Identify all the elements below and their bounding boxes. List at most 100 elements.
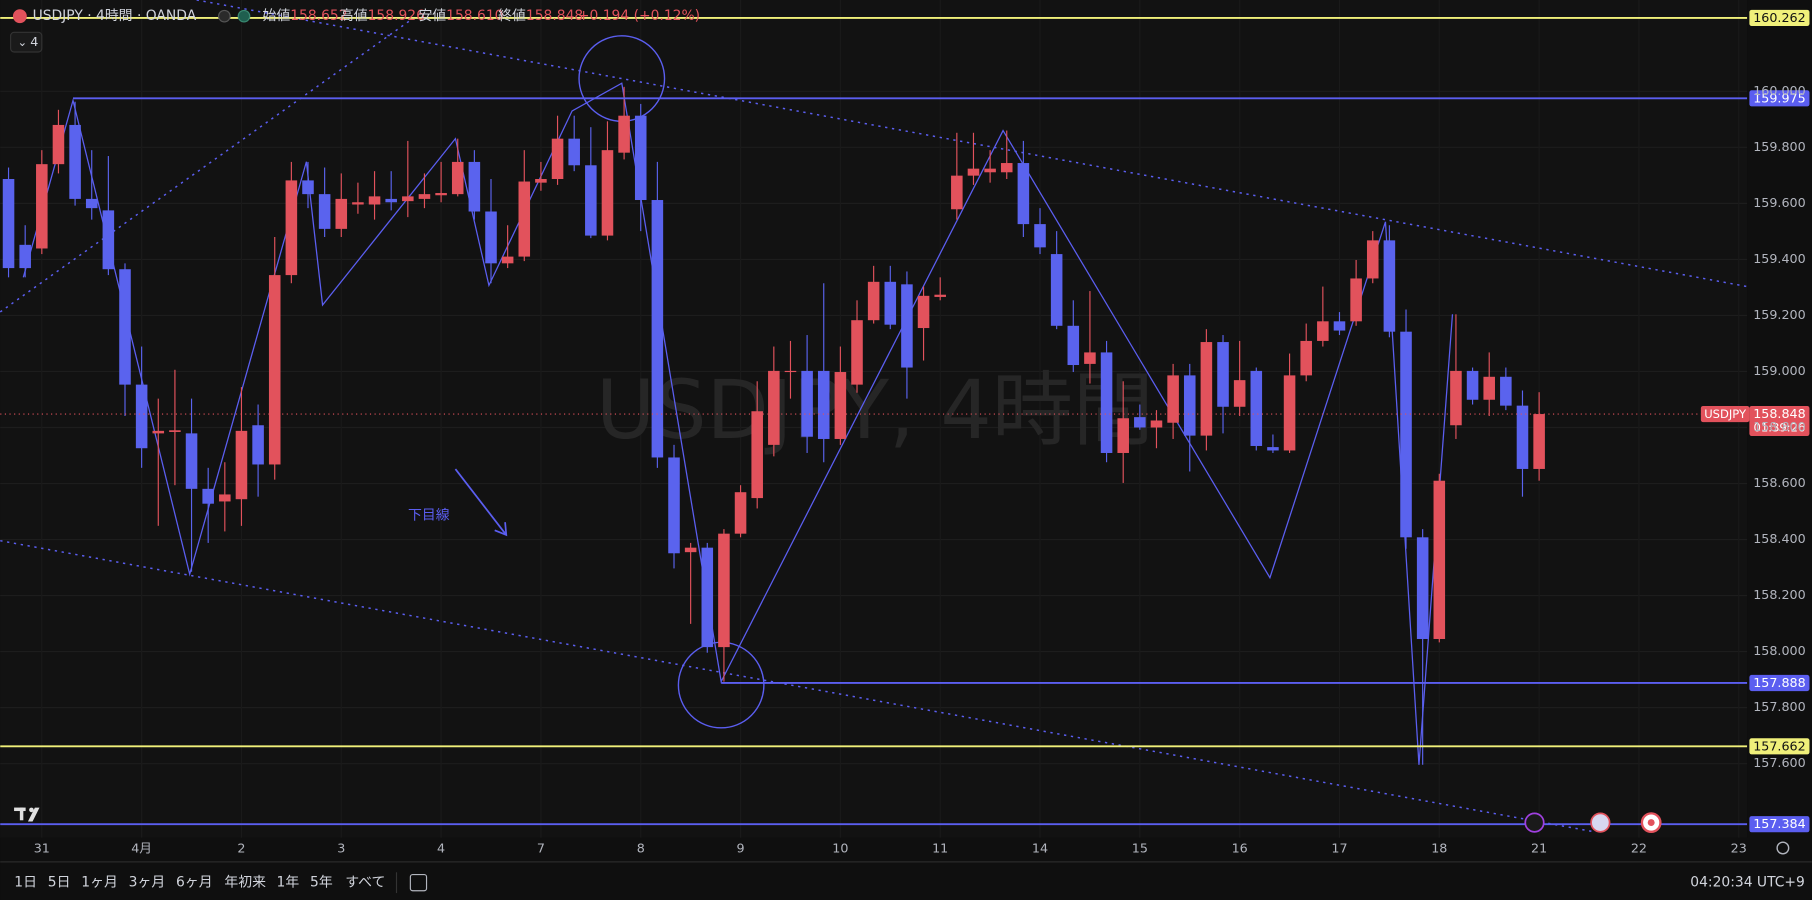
candle-body xyxy=(219,494,231,502)
candle-body xyxy=(435,193,447,196)
range-button[interactable]: 3ヶ月 xyxy=(129,875,166,891)
candle-body xyxy=(634,115,647,201)
symbol-tag-label: USDJPY xyxy=(1704,407,1747,421)
candle-body xyxy=(102,210,115,270)
range-button[interactable]: 1年 xyxy=(277,875,300,891)
candle-body xyxy=(1317,321,1329,341)
candle-body xyxy=(1084,352,1096,364)
settings-button[interactable] xyxy=(1776,841,1790,855)
indicator-toggle[interactable] xyxy=(10,31,43,53)
x-tick-label: 31 xyxy=(34,841,50,856)
symbol[interactable]: USDJPY · 4時間 · OANDA xyxy=(33,8,197,24)
candle-body xyxy=(85,198,98,209)
event-marker[interactable] xyxy=(1590,812,1611,833)
candle-body xyxy=(884,281,897,325)
candle-body xyxy=(468,161,481,212)
candle-body xyxy=(152,430,165,434)
y-tick-label: 159.400 xyxy=(1753,251,1805,266)
range-button[interactable]: すべて xyxy=(345,875,385,891)
level-tag xyxy=(1749,738,1810,755)
candle-body xyxy=(501,256,514,264)
countdown: 01:39:26 xyxy=(1753,420,1805,434)
field-value: 158.848 xyxy=(526,8,583,24)
range-button[interactable]: 1ヶ月 xyxy=(81,875,118,891)
candle-body xyxy=(169,430,181,432)
candle-body xyxy=(1366,240,1379,279)
candle-body xyxy=(1000,163,1013,173)
x-tick-label: 16 xyxy=(1232,841,1248,856)
levels: 160.262 159.975 157.888 157.662 157.384 USDJP… xyxy=(0,9,1810,833)
candle-body xyxy=(551,138,564,180)
logo-part xyxy=(27,807,40,822)
event-marker[interactable] xyxy=(1524,812,1545,833)
field-value: 158.926 xyxy=(368,8,425,24)
y-tick-label: 159.000 xyxy=(1753,363,1805,378)
candle-body xyxy=(1100,352,1113,453)
date-range-button[interactable] xyxy=(409,874,428,892)
candle-body xyxy=(1383,240,1396,332)
candle-body xyxy=(1333,321,1346,331)
x-tick-label: 4 xyxy=(437,841,445,856)
candle-body xyxy=(651,200,664,458)
range-button[interactable]: 1日 xyxy=(14,875,37,891)
candle-body xyxy=(1117,418,1129,453)
x-tick-label: 8 xyxy=(637,841,645,856)
candle-body xyxy=(984,168,996,173)
level-tag xyxy=(1749,9,1810,27)
candle-body xyxy=(585,165,597,236)
event-markers[interactable] xyxy=(1524,812,1662,833)
change: +0.194 (+0.12%) xyxy=(578,8,700,24)
candle-body xyxy=(1050,254,1063,326)
y-tick-label: 158.800 xyxy=(1753,419,1805,434)
candle-body xyxy=(701,547,714,648)
candle-body xyxy=(119,269,131,385)
candle-body xyxy=(1466,370,1479,400)
chevron: ⌄ xyxy=(18,35,28,49)
y-tick-label: 159.800 xyxy=(1753,139,1805,154)
range-button[interactable]: 6ヶ月 xyxy=(176,875,213,891)
level-tag xyxy=(1749,90,1810,107)
candle-body xyxy=(1217,342,1229,407)
toolbar: 1日 5日 1ヶ月 3ヶ月 6ヶ月 年初来 1年 5年 すべて xyxy=(14,875,385,891)
indicator-count[interactable]: 4 xyxy=(30,34,38,49)
trendline xyxy=(0,15,417,313)
range-button[interactable]: 年初来 xyxy=(224,875,266,891)
candle-body xyxy=(1034,224,1046,248)
range-button[interactable]: 5日 xyxy=(48,875,71,891)
candle-body xyxy=(568,138,580,166)
x-tick-label: 11 xyxy=(932,841,948,856)
level-label: 157.384 xyxy=(1753,816,1805,831)
candle-body xyxy=(36,164,48,249)
symbol-icon xyxy=(12,9,27,24)
candles xyxy=(2,86,1545,765)
candle-body xyxy=(135,384,148,449)
candle-body xyxy=(1400,331,1412,538)
candle-body xyxy=(485,211,497,264)
field-label: 安値 xyxy=(418,8,446,24)
candle-body xyxy=(1200,342,1213,436)
candle-body xyxy=(668,457,680,554)
x-tick-label: 17 xyxy=(1331,841,1347,856)
candle-body xyxy=(1183,375,1196,436)
last-price-tag xyxy=(1749,405,1810,436)
axes: 157.600 157.800 158.000 158.200 158.400 158.6… xyxy=(34,83,1806,856)
candle-body xyxy=(784,370,797,373)
x-tick-label: 3 xyxy=(337,841,345,856)
logo xyxy=(14,807,40,822)
logo-part xyxy=(19,807,24,821)
candle-body xyxy=(418,194,431,199)
y-tick-label: 157.600 xyxy=(1753,755,1805,770)
y-tick-label: 158.600 xyxy=(1753,475,1805,490)
candle-body xyxy=(734,492,747,534)
range-button[interactable]: 5年 xyxy=(310,875,333,891)
candle-body xyxy=(1167,375,1179,423)
candle-body xyxy=(52,124,65,165)
candle-body xyxy=(934,294,946,297)
arrow xyxy=(454,468,507,536)
candle-body xyxy=(684,547,697,553)
